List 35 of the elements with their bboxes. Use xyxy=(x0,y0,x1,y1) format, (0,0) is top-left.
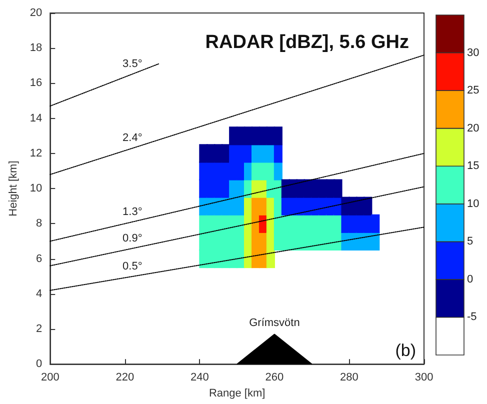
text: RADAR [dBZ], 5.6 GHz xyxy=(205,32,410,53)
x-tick-label: 240 xyxy=(190,372,209,384)
x-axis-title: Range [km] xyxy=(208,388,266,400)
y-tick-label: 16 xyxy=(30,77,42,90)
y-tick-label: 18 xyxy=(30,42,42,54)
series-label: 2.4° xyxy=(122,132,142,144)
series-label: 0.5° xyxy=(122,260,142,272)
color-bar-label: -5 xyxy=(467,311,477,324)
y-tick-label: 2 xyxy=(36,322,42,335)
color-bar-label: 5 xyxy=(467,236,474,248)
color-bar-label: 15 xyxy=(467,160,480,172)
y-tick-label: 14 xyxy=(30,112,42,124)
y-tick-label: 4 xyxy=(36,288,42,300)
x-tick-label: 200 xyxy=(40,372,60,384)
color-bar-label: 25 xyxy=(467,84,480,97)
y-tick-label: 0 xyxy=(36,358,42,370)
color-bar-label: 10 xyxy=(467,198,480,210)
color-bar-label: 0 xyxy=(467,273,474,286)
color-bar-label: 30 xyxy=(467,46,480,59)
series-label: 0.9° xyxy=(122,232,142,244)
color-bar-label: 20 xyxy=(467,122,480,134)
x-tick-label: 220 xyxy=(116,372,134,384)
y-tick-label: 20 xyxy=(30,7,42,19)
series-label: Grímsvötn xyxy=(249,316,300,329)
y-axis-title: Height [km] xyxy=(8,160,20,216)
series-label: 3.5° xyxy=(122,58,142,70)
x-tick-label: 280 xyxy=(340,372,358,384)
y-tick-label: 12 xyxy=(30,147,42,160)
annotation: (b) xyxy=(395,341,416,360)
x-tick-label: 300 xyxy=(414,372,434,384)
y-tick-label: 8 xyxy=(36,218,42,230)
series-label: 1.3° xyxy=(122,206,142,218)
y-tick-label: 6 xyxy=(36,252,42,265)
x-tick-label: 260 xyxy=(265,372,284,384)
y-tick-label: 10 xyxy=(30,182,42,195)
